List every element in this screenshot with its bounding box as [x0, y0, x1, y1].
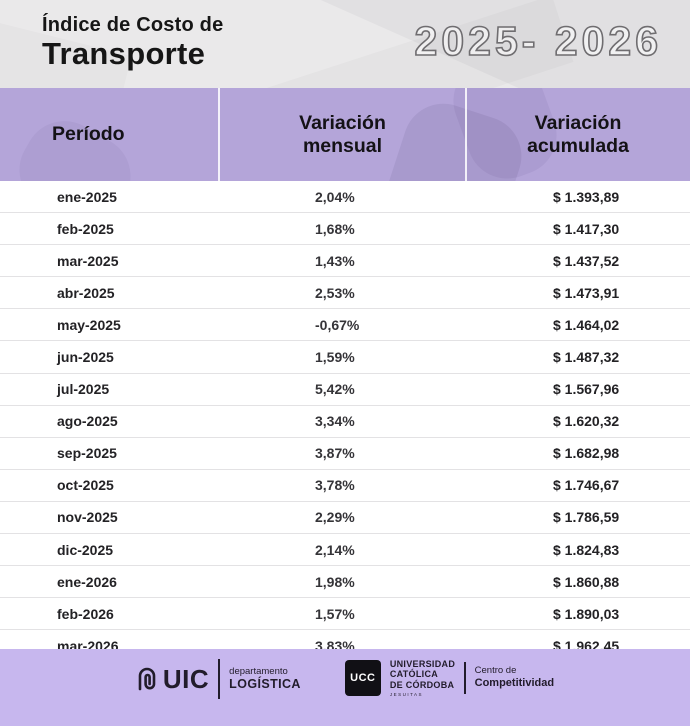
- cell-accumulated-variation: $ 1.620,32: [553, 413, 620, 430]
- table-row: feb-2026 1,57% $ 1.890,03: [0, 598, 690, 631]
- cell-monthly-variation: 1,43%: [315, 252, 355, 269]
- cell-period: mar-2025: [57, 252, 119, 269]
- table-row: mar-2025 1,43% $ 1.437,52: [0, 245, 690, 278]
- cell-period: dic-2025: [57, 541, 114, 558]
- table-body: ene-2025 2,04% $ 1.393,89 feb-2025 1,68%…: [0, 181, 690, 662]
- cell-period: ene-2025: [57, 188, 117, 205]
- cell-monthly-variation: 1,68%: [315, 220, 355, 237]
- cell-period: may-2025: [57, 316, 121, 333]
- cell-period: jun-2025: [57, 349, 114, 366]
- centro-line1: Centro de: [474, 665, 517, 677]
- cell-period: oct-2025: [57, 477, 114, 494]
- uic-logistics-logo: UIC departamento LOGÍSTICA: [136, 659, 301, 699]
- title-line-1: Índice de Costo de: [42, 14, 224, 36]
- cell-monthly-variation: 3,34%: [315, 413, 355, 430]
- table-row: sep-2025 3,87% $ 1.682,98: [0, 438, 690, 470]
- page-title: Índice de Costo de Transporte: [42, 14, 223, 71]
- cell-monthly-variation: 2,04%: [315, 188, 355, 205]
- cell-accumulated-variation: $ 1.890,03: [553, 605, 620, 622]
- logo-divider-bar: [464, 662, 466, 695]
- uic-department-label: departamento LOGÍSTICA: [229, 666, 301, 692]
- ucc-name-line4: JESUITAS: [389, 692, 423, 698]
- cell-accumulated-variation: $ 1.437,52: [553, 252, 620, 269]
- table-row: dic-2025 2,14% $ 1.824,83: [0, 534, 690, 567]
- cell-accumulated-variation: $ 1.567,96: [553, 381, 620, 398]
- cell-accumulated-variation: $ 1.824,83: [553, 541, 620, 558]
- table-row: may-2025 -0,67% $ 1.464,02: [0, 309, 690, 342]
- uic-wordmark: UIC: [136, 664, 209, 695]
- cell-monthly-variation: 1,57%: [315, 605, 355, 622]
- cell-monthly-variation: 5,42%: [315, 381, 355, 398]
- table-row: ene-2026 1,98% $ 1.860,88: [0, 566, 690, 599]
- cell-monthly-variation: 1,59%: [315, 349, 355, 366]
- cell-accumulated-variation: $ 1.786,59: [553, 509, 620, 526]
- cell-accumulated-variation: $ 1.860,88: [553, 573, 620, 590]
- cell-period: feb-2026: [57, 605, 114, 622]
- cell-monthly-variation: 3,78%: [315, 477, 355, 494]
- ucc-name-line1: UNIVERSIDAD: [389, 659, 456, 669]
- cell-accumulated-variation: $ 1.746,67: [553, 477, 620, 494]
- column-header-monthly-variation: Variación mensual: [219, 88, 466, 181]
- table-row: feb-2025 1,68% $ 1.417,30: [0, 213, 690, 246]
- cell-accumulated-variation: $ 1.464,02: [553, 316, 620, 333]
- table-row: jun-2025 1,59% $ 1.487,32: [0, 341, 690, 374]
- cell-monthly-variation: 2,29%: [315, 509, 355, 526]
- cell-accumulated-variation: $ 1.417,30: [553, 220, 620, 237]
- cell-period: feb-2025: [57, 220, 114, 237]
- cell-period: sep-2025: [57, 445, 117, 462]
- ucc-university-name: UNIVERSIDAD CATÓLICA DE CÓRDOBA JESUITAS: [390, 659, 455, 697]
- column-divider: [465, 88, 467, 181]
- uic-department-line2: LOGÍSTICA: [229, 677, 301, 692]
- table-row: oct-2025 3,78% $ 1.746,67: [0, 470, 690, 502]
- poster-footer: UIC departamento LOGÍSTICA UCC UNIVERSID…: [0, 649, 690, 726]
- ucc-square-icon: UCC: [344, 660, 381, 697]
- cell-period: nov-2025: [57, 509, 118, 526]
- uic-text: UIC: [162, 663, 210, 694]
- cell-monthly-variation: 1,98%: [315, 573, 355, 590]
- table-row: ene-2025 2,04% $ 1.393,89: [0, 181, 690, 214]
- column-divider: [218, 88, 220, 181]
- years-range-label: 2025- 2026: [414, 17, 662, 65]
- table-row: jul-2025 5,42% $ 1.567,96: [0, 374, 690, 406]
- ucc-competitiveness-logo: UCC UNIVERSIDAD CATÓLICA DE CÓRDOBA JESU…: [344, 659, 554, 697]
- table-row: abr-2025 2,53% $ 1.473,91: [0, 277, 690, 310]
- cell-accumulated-variation: $ 1.473,91: [553, 284, 620, 301]
- cell-accumulated-variation: $ 1.487,32: [553, 349, 620, 366]
- column-header-accumulated-variation: Variación acumulada: [466, 88, 690, 181]
- column-header-period-label: Período: [52, 123, 125, 145]
- column-header-accumulated-variation-label: Variación acumulada: [527, 111, 629, 157]
- table-row: ago-2025 3,34% $ 1.620,32: [0, 406, 690, 438]
- centro-line2: Competitividad: [474, 677, 555, 690]
- ucc-abbr: UCC: [350, 672, 376, 685]
- table-row: nov-2025 2,29% $ 1.786,59: [0, 502, 690, 535]
- ucc-name-line3: DE CÓRDOBA: [389, 679, 455, 690]
- ucc-name-line2: CATÓLICA: [389, 669, 439, 680]
- centro-competitividad-label: Centro de Competitividad: [475, 665, 554, 691]
- cell-period: ene-2026: [57, 573, 117, 590]
- cell-accumulated-variation: $ 1.393,89: [553, 188, 620, 205]
- cell-monthly-variation: 2,53%: [315, 284, 355, 301]
- column-header-monthly-variation-label: Variación mensual: [299, 111, 386, 157]
- column-header-period: Período: [0, 88, 219, 181]
- cell-monthly-variation: 3,87%: [315, 445, 355, 462]
- cell-monthly-variation: -0,67%: [315, 316, 360, 333]
- cell-monthly-variation: 2,14%: [315, 541, 355, 558]
- title-line-2: Transporte: [42, 36, 206, 71]
- cell-period: ago-2025: [57, 413, 118, 430]
- cell-period: abr-2025: [57, 284, 115, 301]
- uic-spiral-icon: [138, 667, 156, 691]
- logo-divider-bar: [218, 659, 221, 699]
- uic-department-line1: departamento: [229, 665, 288, 677]
- poster-header: Índice de Costo de Transporte 2025- 2026: [0, 0, 690, 88]
- table-column-header: Período Variación mensual Variación acum…: [0, 88, 690, 181]
- cell-period: jul-2025: [57, 381, 110, 398]
- cell-accumulated-variation: $ 1.682,98: [553, 445, 620, 462]
